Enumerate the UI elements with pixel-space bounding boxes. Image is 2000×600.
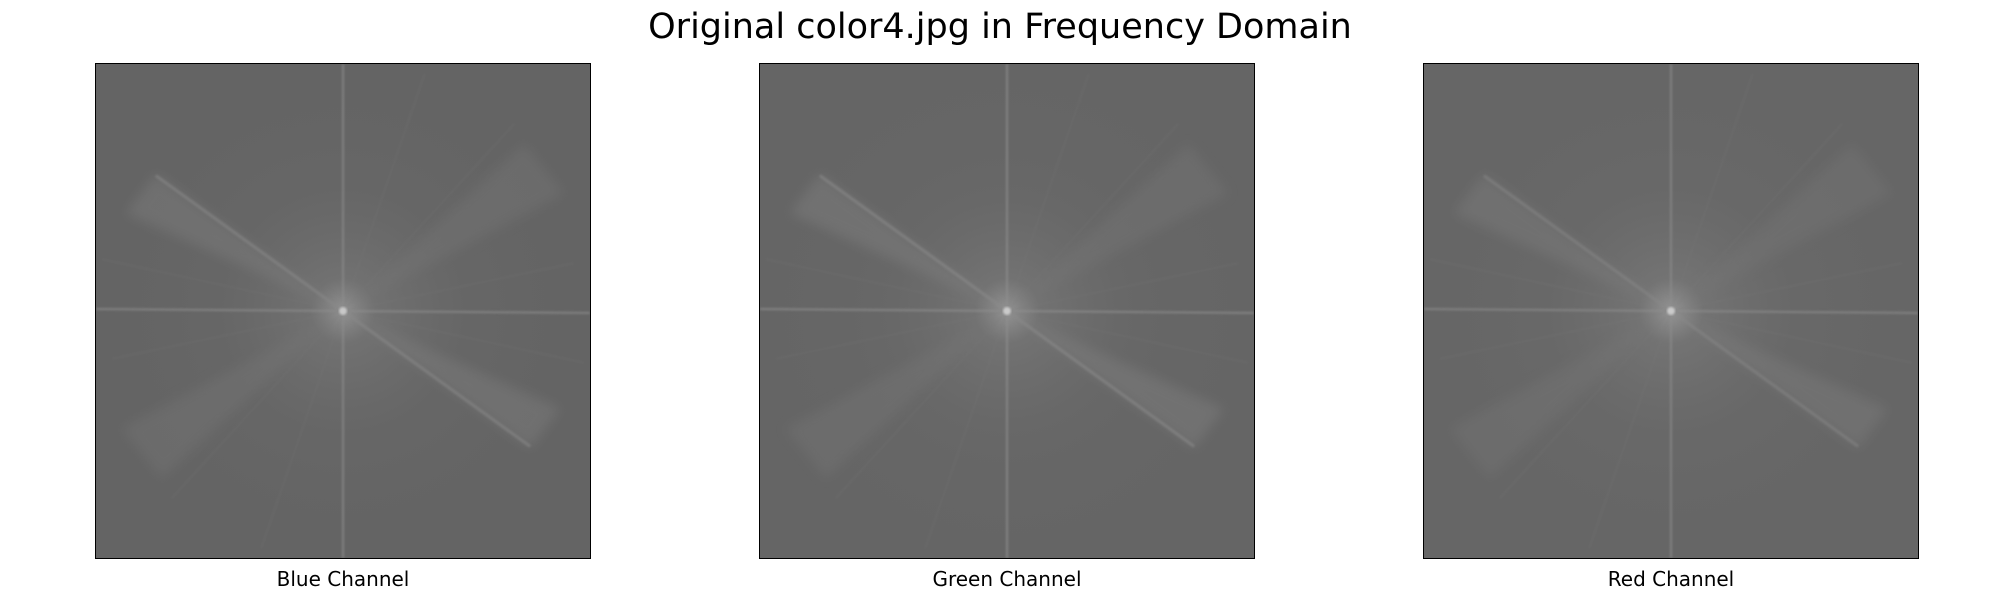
- spectrum-graphic-red: [1424, 64, 1918, 558]
- green-channel-spectrum-image: [759, 63, 1255, 559]
- spectrum-graphic-blue: [96, 64, 590, 558]
- figure-title: Original color4.jpg in Frequency Domain: [648, 7, 1352, 47]
- blue-channel-spectrum-image: [95, 63, 591, 559]
- red-channel-label: Red Channel: [1607, 567, 1735, 591]
- spectrum-graphic-green: [760, 64, 1254, 558]
- green-channel-label: Green Channel: [932, 567, 1082, 591]
- blue-channel-label: Blue Channel: [276, 567, 410, 591]
- red-channel-spectrum-image: [1423, 63, 1919, 559]
